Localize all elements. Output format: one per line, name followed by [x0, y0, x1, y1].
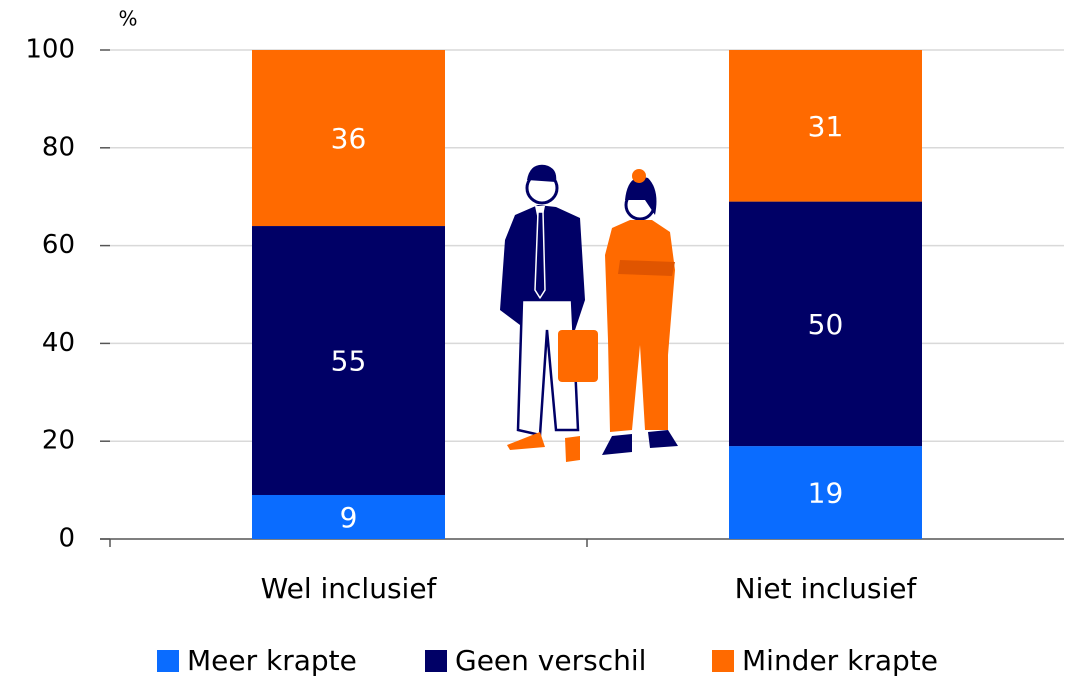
- data-label: 9: [340, 501, 358, 534]
- chart: % 0 20 40 60 80 100 Wel inclusief 9 55 36 Niet inc…: [0, 0, 1069, 681]
- legend-label: Geen verschil: [455, 644, 646, 677]
- y-tick-label: 100: [25, 35, 75, 65]
- y-tick-label: 20: [42, 426, 75, 456]
- legend-label: Minder krapte: [742, 644, 938, 677]
- legend-swatch: [157, 650, 179, 672]
- legend-swatch: [425, 650, 447, 672]
- data-label: 36: [331, 122, 367, 155]
- data-label: 55: [331, 345, 367, 378]
- y-unit: %: [118, 7, 137, 31]
- y-tick-label: 60: [42, 230, 75, 260]
- data-label: 19: [808, 477, 844, 510]
- illustration: [500, 165, 678, 462]
- data-label: 50: [808, 308, 844, 341]
- x-tick-label: Niet inclusief: [735, 572, 918, 605]
- x-tick-label: Wel inclusief: [261, 572, 438, 605]
- y-tick-label: 80: [42, 132, 75, 162]
- y-tick-label: 40: [42, 328, 75, 358]
- y-tick-label: 0: [58, 524, 75, 554]
- data-label: 31: [808, 110, 844, 143]
- legend-swatch: [712, 650, 734, 672]
- legend-label: Meer krapte: [187, 644, 357, 677]
